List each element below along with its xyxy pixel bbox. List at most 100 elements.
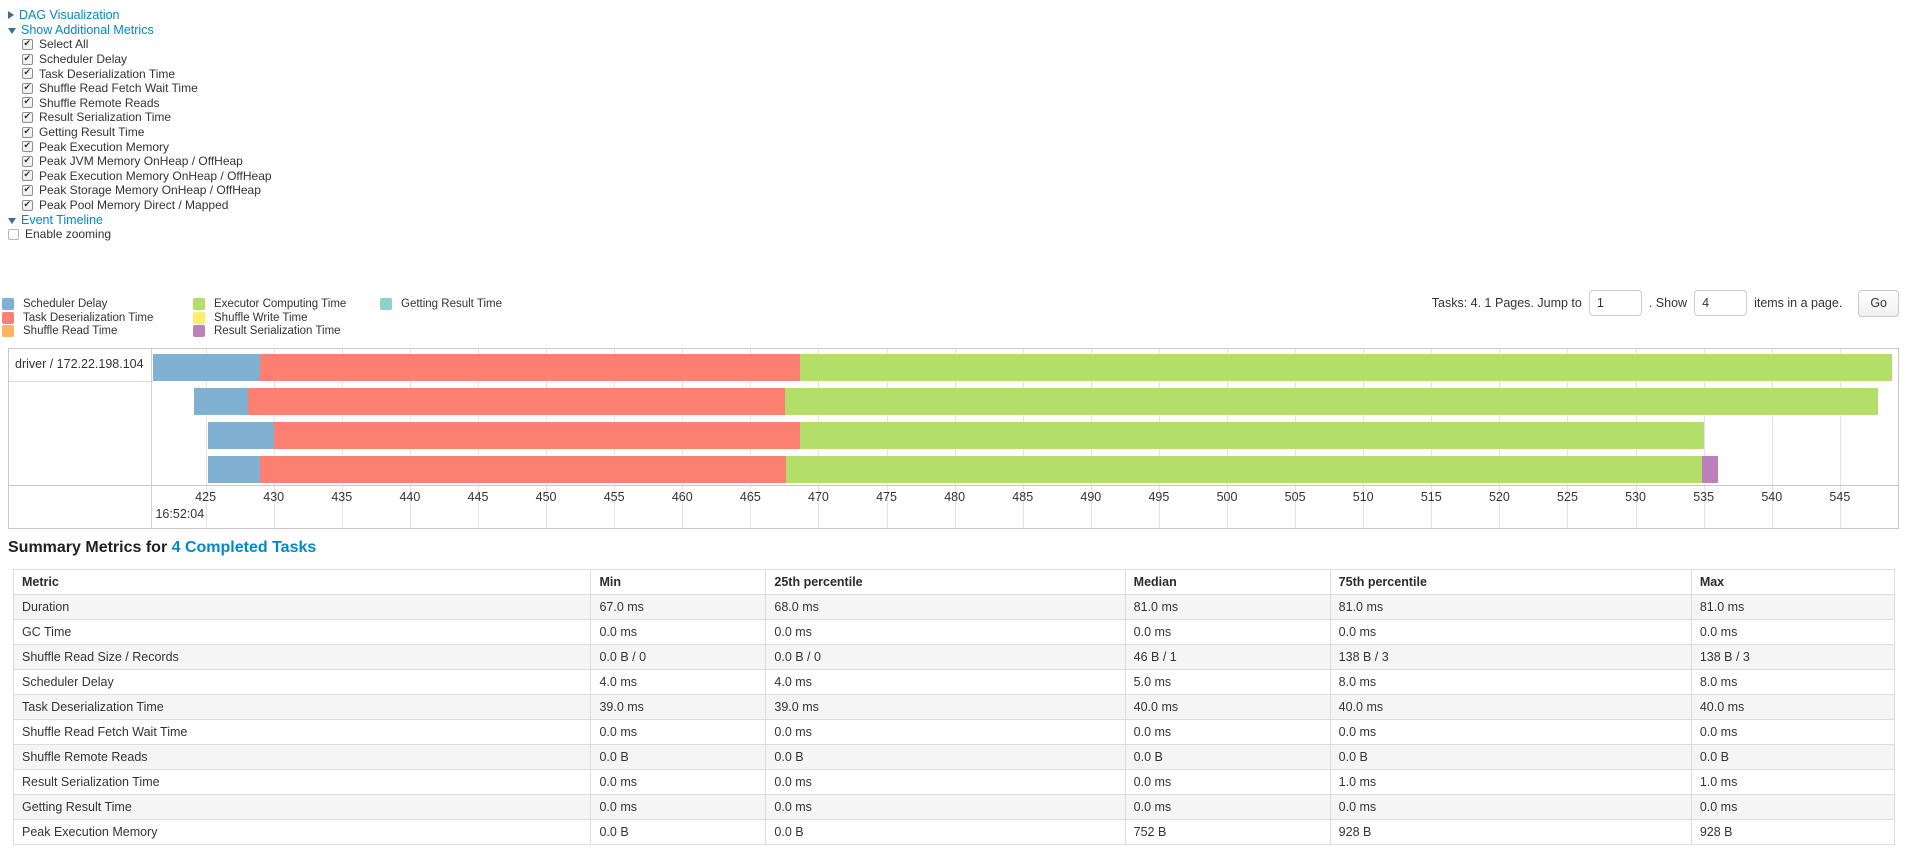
metric-value-cell: 138 B / 3 bbox=[1690, 643, 1896, 670]
axis-tick-label: 485 bbox=[1012, 489, 1034, 504]
caret-down-icon[interactable] bbox=[8, 217, 16, 224]
axis-tick-label: 460 bbox=[671, 489, 693, 504]
event-timeline-chart: 425 430 435 440 445 450 455 460 465 470 475 480 485 4… bbox=[8, 347, 1899, 529]
metric-name-cell: Task Deserialization Time bbox=[12, 693, 592, 720]
metric-checkbox-label: Peak Execution Memory bbox=[39, 139, 170, 154]
metric-checkbox-row: Shuffle Remote Reads bbox=[22, 96, 1907, 111]
task-pagination: Tasks: 4. 1 Pages. Jump to . Show items … bbox=[1425, 289, 1899, 317]
metric-checkbox[interactable] bbox=[22, 67, 33, 80]
axis-tick-label: 430 bbox=[263, 489, 285, 504]
legend-label: Scheduler Delay bbox=[23, 298, 108, 311]
metric-checkbox[interactable] bbox=[22, 38, 33, 50]
metric-checkbox[interactable] bbox=[22, 126, 33, 138]
legend-swatch-executor-computing bbox=[193, 298, 205, 311]
legend-swatch-shuffle-write bbox=[193, 311, 205, 324]
metric-checkbox[interactable] bbox=[22, 169, 33, 182]
table-row: Shuffle Remote Reads 0.0 B 0.0 B 0.0 B 0.0 B… bbox=[12, 743, 1896, 770]
task-bar-task-deserialization[interactable] bbox=[274, 421, 801, 449]
metric-name-cell: GC Time bbox=[12, 618, 592, 645]
caret-down-icon[interactable] bbox=[8, 27, 16, 34]
metric-name-cell: Shuffle Remote Reads bbox=[12, 743, 592, 770]
axis-tick-label: 475 bbox=[876, 489, 897, 504]
metric-name-cell: Duration bbox=[12, 593, 592, 620]
column-header: Metric bbox=[12, 568, 592, 595]
metric-value-cell: 0.0 B / 0 bbox=[765, 643, 1126, 670]
metric-value-cell: 81.0 ms bbox=[1124, 593, 1331, 620]
items-per-page-input[interactable] bbox=[1694, 290, 1748, 316]
metric-checkbox-label: Peak Execution Memory OnHeap / OffHeap bbox=[39, 168, 272, 183]
legend-swatch-scheduler-delay bbox=[2, 298, 14, 311]
metric-value-cell: 0.0 ms bbox=[1329, 793, 1692, 820]
metric-checkbox[interactable] bbox=[22, 111, 33, 123]
task-bar-executor-computing[interactable] bbox=[785, 387, 1879, 415]
legend-item: Getting Result Time bbox=[380, 298, 502, 312]
axis-tick-label: 535 bbox=[1693, 489, 1715, 504]
metric-checkbox[interactable] bbox=[22, 82, 33, 94]
legend-column: Scheduler Delay Task Deserialization Time… bbox=[2, 298, 193, 339]
task-bar-executor-computing[interactable] bbox=[800, 421, 1705, 449]
gridline bbox=[1771, 348, 1773, 528]
task-bar-executor-computing[interactable] bbox=[786, 455, 1703, 483]
metric-checkbox[interactable] bbox=[22, 53, 33, 65]
metric-value-cell: 8.0 ms bbox=[1329, 668, 1692, 695]
task-bar-task-deserialization[interactable] bbox=[248, 387, 786, 415]
table-row: Scheduler Delay 4.0 ms 4.0 ms 5.0 ms 8.0 ms 8… bbox=[12, 668, 1896, 695]
metric-value-cell: 0.0 ms bbox=[590, 768, 767, 795]
tasks-page-summary: Tasks: 4. 1 Pages. Jump to bbox=[1431, 296, 1582, 310]
table-header: Metric Min 25th percentile Median 75th perce… bbox=[12, 568, 1896, 595]
task-bar-task-deserialization[interactable] bbox=[260, 455, 787, 483]
legend-label: Executor Computing Time bbox=[214, 298, 347, 311]
metric-checkbox-row: Select All bbox=[22, 37, 1907, 52]
metric-name-cell: Peak Execution Memory bbox=[12, 818, 592, 845]
legend-item: Shuffle Read Time bbox=[2, 325, 193, 339]
go-button[interactable]: Go bbox=[1858, 289, 1899, 317]
metric-value-cell: 0.0 B bbox=[1690, 743, 1896, 770]
legend-label: Getting Result Time bbox=[401, 298, 502, 311]
table-row: Peak Execution Memory 0.0 B 0.0 B 752 B 928 … bbox=[12, 818, 1896, 845]
metric-checkbox-row: Peak Execution Memory bbox=[22, 139, 1907, 154]
timeline-header: Scheduler Delay Task Deserialization Time… bbox=[2, 289, 1899, 341]
task-bar-scheduler-delay[interactable] bbox=[207, 421, 275, 449]
executor-label-column: driver / 172.22.198.104 bbox=[9, 348, 152, 528]
summary-title-text: Summary Metrics for bbox=[8, 538, 168, 556]
event-timeline-toggle[interactable]: Event Timeline bbox=[8, 212, 1907, 227]
metric-checkbox-label: Result Serialization Time bbox=[39, 110, 172, 125]
metric-value-cell: 40.0 ms bbox=[1124, 693, 1331, 720]
metric-name-cell: Shuffle Read Fetch Wait Time bbox=[12, 718, 592, 745]
task-bar-scheduler-delay[interactable] bbox=[193, 387, 249, 415]
metric-checkbox[interactable] bbox=[22, 140, 33, 153]
dag-visualization-link[interactable]: DAG Visualization bbox=[19, 8, 120, 23]
metric-value-cell: 40.0 ms bbox=[1690, 693, 1896, 720]
task-bar-scheduler-delay[interactable] bbox=[153, 353, 261, 381]
metric-value-cell: 0.0 ms bbox=[765, 768, 1126, 795]
axis-tick-label: 465 bbox=[739, 489, 761, 504]
caret-right-icon[interactable] bbox=[8, 11, 14, 20]
task-bar-executor-computing[interactable] bbox=[800, 353, 1893, 381]
metric-value-cell: 46 B / 1 bbox=[1124, 643, 1331, 670]
legend-column: Getting Result Time bbox=[380, 298, 502, 312]
task-bar-task-deserialization[interactable] bbox=[260, 353, 801, 381]
stage-controls: DAG Visualization Show Additional Metric… bbox=[0, 0, 1907, 242]
axis-tick-label: 500 bbox=[1216, 489, 1238, 504]
metric-checkbox-row: Peak JVM Memory OnHeap / OffHeap bbox=[22, 154, 1907, 169]
metric-value-cell: 0.0 ms bbox=[590, 618, 767, 645]
enable-zooming-checkbox[interactable] bbox=[8, 228, 19, 240]
metric-value-cell: 0.0 B bbox=[1124, 743, 1331, 770]
jump-to-page-input[interactable] bbox=[1588, 290, 1642, 316]
show-additional-metrics-toggle[interactable]: Show Additional Metrics bbox=[8, 23, 1907, 38]
event-timeline-link[interactable]: Event Timeline bbox=[21, 212, 103, 227]
task-bar-scheduler-delay[interactable] bbox=[207, 455, 261, 483]
metric-value-cell: 8.0 ms bbox=[1690, 668, 1896, 695]
task-bar-result-serialization[interactable] bbox=[1702, 455, 1718, 483]
metric-checkbox-row: Scheduler Delay bbox=[22, 52, 1907, 67]
metric-checkbox[interactable] bbox=[22, 96, 33, 109]
metric-checkbox[interactable] bbox=[22, 184, 33, 196]
show-additional-metrics-link[interactable]: Show Additional Metrics bbox=[21, 22, 154, 37]
dag-visualization-toggle[interactable]: DAG Visualization bbox=[8, 8, 1907, 23]
metric-checkbox[interactable] bbox=[22, 155, 33, 167]
axis-start-time-label: 16:52:04 bbox=[155, 506, 205, 521]
metric-value-cell: 0.0 ms bbox=[590, 793, 767, 820]
metric-checkbox[interactable] bbox=[22, 199, 33, 211]
completed-tasks-link[interactable]: 4 Completed Tasks bbox=[171, 538, 317, 556]
table-row: Task Deserialization Time 39.0 ms 39.0 ms 4… bbox=[12, 693, 1896, 720]
